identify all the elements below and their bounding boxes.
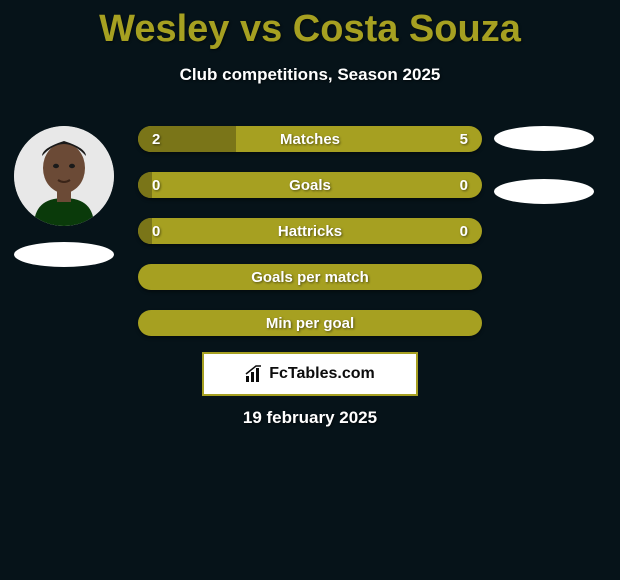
stats-bars: Matches25Goals00Hattricks00Goals per mat… <box>138 126 482 336</box>
stat-value-left: 0 <box>152 172 160 198</box>
stat-label: Min per goal <box>138 310 482 336</box>
player-right-badge-1 <box>494 126 594 151</box>
date-text: 19 february 2025 <box>0 408 620 428</box>
watermark: FcTables.com <box>202 352 418 396</box>
stat-value-right: 0 <box>460 218 468 244</box>
player-right-column <box>488 126 600 232</box>
stat-bar: Goals per match <box>138 264 482 290</box>
avatar-photo-icon <box>14 126 114 226</box>
player-right-badge-2 <box>494 179 594 204</box>
stat-label: Hattricks <box>138 218 482 244</box>
watermark-text: FcTables.com <box>269 365 375 383</box>
stat-value-left: 2 <box>152 126 160 152</box>
stat-value-right: 5 <box>460 126 468 152</box>
stat-label: Goals <box>138 172 482 198</box>
subtitle: Club competitions, Season 2025 <box>0 65 620 85</box>
stat-value-left: 0 <box>152 218 160 244</box>
stat-bar: Matches2 5 <box>138 126 482 152</box>
stat-bar: Goals0 0 <box>138 172 482 198</box>
stat-bar: Hattricks0 0 <box>138 218 482 244</box>
player-left-column <box>8 126 120 267</box>
player-left-avatar <box>14 126 114 226</box>
player-left-badge <box>14 242 114 267</box>
stat-bar: Min per goal <box>138 310 482 336</box>
page-title: Wesley vs Costa Souza <box>0 0 620 51</box>
stat-value-right: 0 <box>460 172 468 198</box>
chart-icon <box>245 365 263 383</box>
stat-label: Matches <box>138 126 482 152</box>
stat-label: Goals per match <box>138 264 482 290</box>
